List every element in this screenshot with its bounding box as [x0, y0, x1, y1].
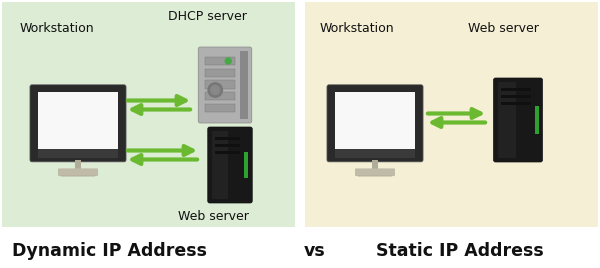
FancyBboxPatch shape [212, 131, 228, 199]
FancyBboxPatch shape [358, 175, 392, 177]
FancyBboxPatch shape [205, 104, 235, 112]
FancyBboxPatch shape [215, 144, 240, 147]
FancyBboxPatch shape [61, 175, 95, 177]
Text: Workstation: Workstation [320, 22, 395, 35]
FancyBboxPatch shape [240, 51, 248, 119]
FancyBboxPatch shape [38, 91, 118, 148]
FancyBboxPatch shape [215, 137, 240, 140]
FancyBboxPatch shape [305, 2, 598, 227]
Text: Dynamic IP Address: Dynamic IP Address [13, 242, 208, 260]
FancyBboxPatch shape [75, 160, 81, 169]
FancyBboxPatch shape [208, 127, 252, 203]
FancyBboxPatch shape [372, 160, 378, 169]
FancyBboxPatch shape [500, 95, 530, 98]
FancyBboxPatch shape [493, 78, 542, 162]
FancyBboxPatch shape [327, 85, 423, 162]
FancyBboxPatch shape [2, 2, 295, 227]
FancyBboxPatch shape [58, 168, 98, 176]
FancyBboxPatch shape [205, 57, 235, 65]
Text: DHCP server: DHCP server [168, 10, 247, 23]
FancyBboxPatch shape [355, 168, 395, 176]
FancyBboxPatch shape [244, 152, 248, 178]
FancyBboxPatch shape [205, 92, 235, 100]
Circle shape [208, 83, 223, 97]
FancyBboxPatch shape [335, 91, 415, 148]
FancyBboxPatch shape [38, 148, 118, 158]
FancyBboxPatch shape [205, 80, 235, 88]
Text: Workstation: Workstation [20, 22, 95, 35]
Text: Web server: Web server [178, 210, 249, 223]
FancyBboxPatch shape [497, 82, 516, 158]
FancyBboxPatch shape [500, 102, 530, 105]
Text: Static IP Address: Static IP Address [376, 242, 544, 260]
FancyBboxPatch shape [335, 148, 415, 158]
FancyBboxPatch shape [205, 69, 235, 77]
Text: Web server: Web server [468, 22, 539, 35]
Text: vs: vs [304, 242, 326, 260]
FancyBboxPatch shape [198, 47, 252, 123]
FancyBboxPatch shape [500, 88, 530, 91]
FancyBboxPatch shape [535, 106, 539, 134]
FancyBboxPatch shape [30, 85, 126, 162]
Circle shape [225, 58, 231, 64]
Circle shape [211, 85, 220, 95]
FancyBboxPatch shape [215, 151, 240, 154]
